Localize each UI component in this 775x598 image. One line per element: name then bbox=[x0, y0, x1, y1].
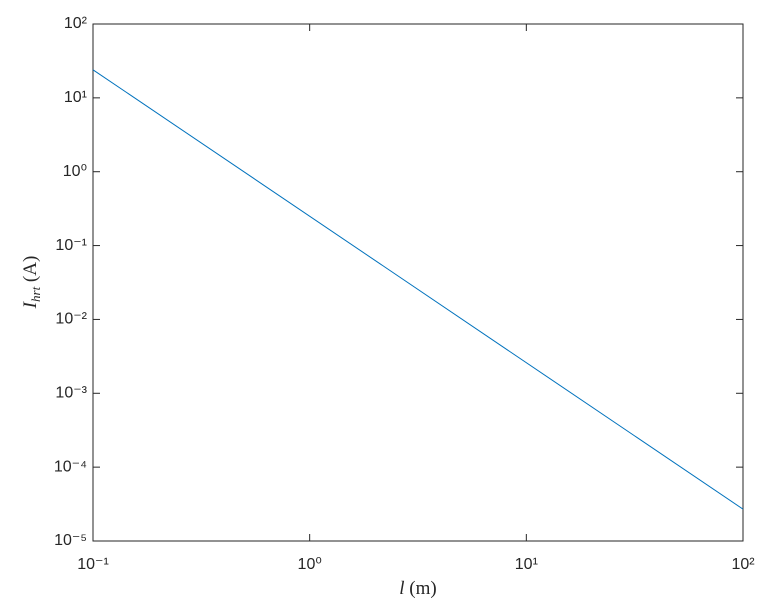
x-axis-label: l (m) bbox=[399, 578, 436, 598]
x-tick-label: 10⁰ bbox=[298, 556, 322, 573]
y-tick-label: 10⁰ bbox=[63, 163, 87, 180]
y-tick-label: 10⁻⁵ bbox=[54, 532, 87, 549]
line-series bbox=[92, 69, 744, 510]
x-tick-label: 10¹ bbox=[515, 556, 538, 573]
y-tick-label: 10⁻⁴ bbox=[54, 458, 87, 475]
x-tick-label: 10⁻¹ bbox=[77, 556, 109, 573]
y-tick-label: 10¹ bbox=[64, 89, 87, 106]
x-tick-label: 10² bbox=[731, 556, 755, 573]
y-axis-label: Ihrt (A) bbox=[20, 256, 46, 310]
plot-area bbox=[92, 23, 744, 542]
y-tick-label: 10² bbox=[64, 15, 88, 32]
y-tick-label: 10⁻² bbox=[55, 311, 87, 328]
y-tick-label: 10⁻¹ bbox=[55, 237, 87, 254]
y-tick-label: 10⁻³ bbox=[55, 385, 87, 402]
